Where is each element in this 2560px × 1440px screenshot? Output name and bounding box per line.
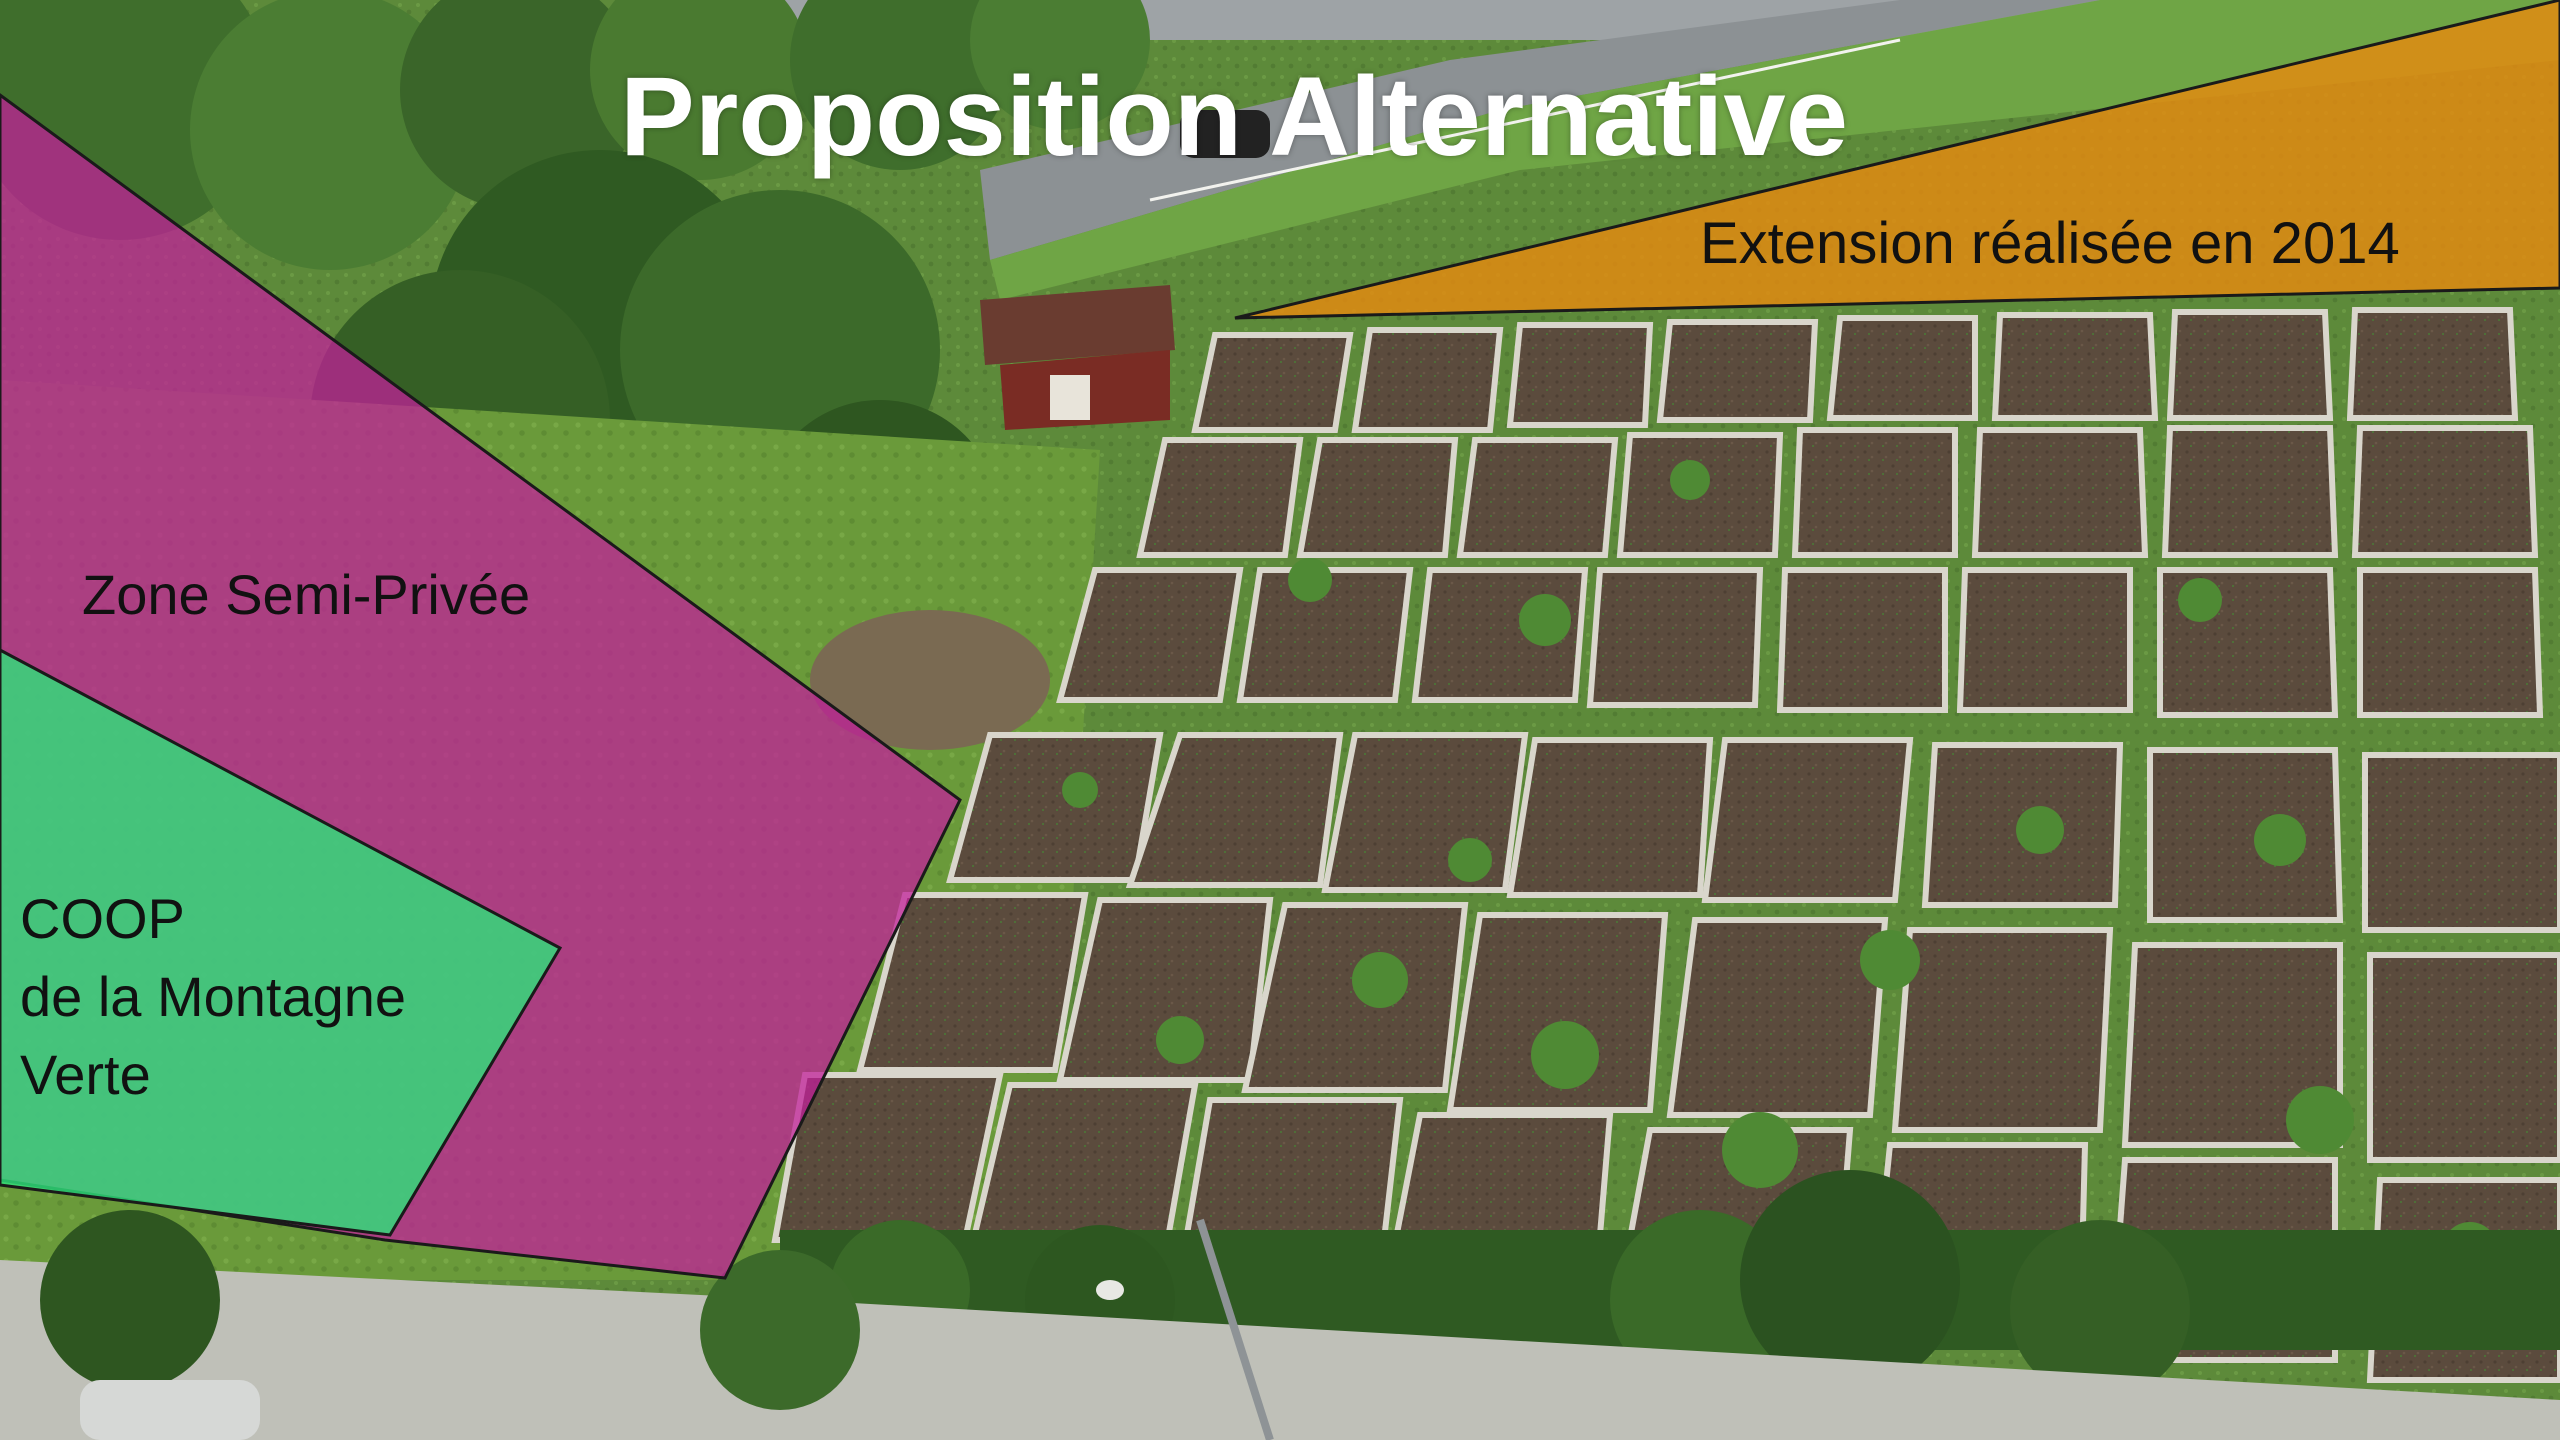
slide-title: Proposition Alternative [620,54,1849,179]
zone-semi-private-label: Zone Semi-Privée [82,563,531,626]
zone-extension-label: Extension réalisée en 2014 [1700,211,2400,276]
zone-extension-overlay [1234,0,2560,320]
road-shoulder [990,0,2560,300]
zone-coop-label-line: COOP [20,887,185,950]
plants [1062,460,2498,1278]
parked-car [80,1380,260,1440]
zone-coop-label: COOP de la Montagne Verte [20,880,406,1114]
garden-shed [980,285,1175,430]
sidewalk-bottom [0,1260,2560,1440]
car-top [1180,110,1270,158]
zone-coop-overlay [0,648,563,1237]
zone-coop-label-line: Verte [20,1043,151,1106]
zone-coop-label-line: de la Montagne [20,965,407,1028]
